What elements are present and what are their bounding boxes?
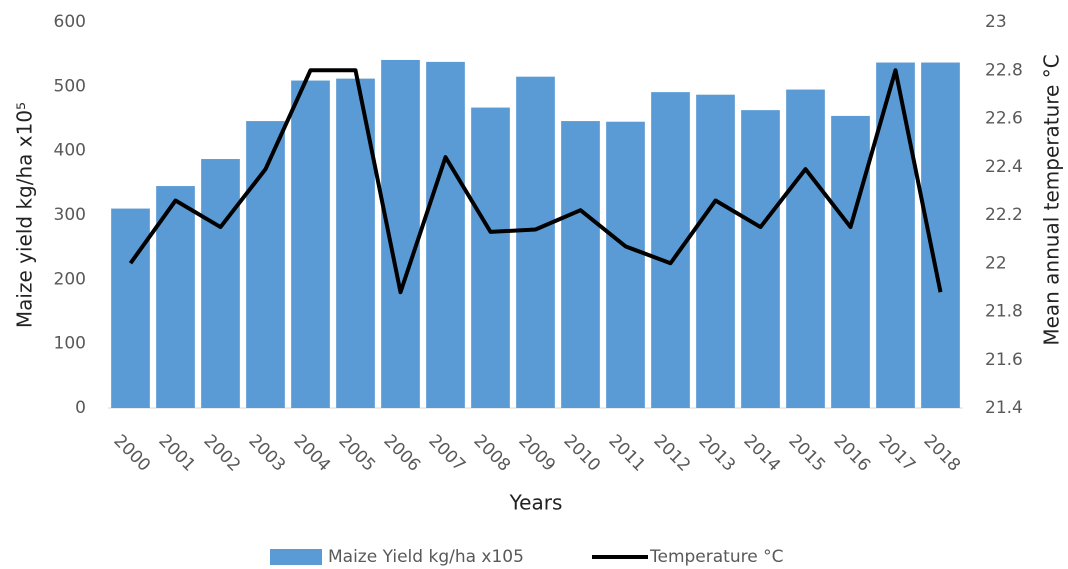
x-tick-label: 2017: [874, 431, 919, 476]
x-tick-label: 2008: [469, 431, 514, 476]
x-tick-label: 2001: [154, 431, 199, 476]
bar: [201, 159, 240, 408]
x-tick-label: 2014: [739, 431, 784, 476]
y-tick-label: 200: [54, 269, 86, 289]
x-tick-label: 2016: [829, 431, 874, 476]
bar: [156, 186, 195, 408]
x-tick-label: 2004: [289, 431, 334, 476]
legend-label: Maize Yield kg/ha x105: [328, 547, 524, 567]
bar: [741, 110, 780, 409]
legend-swatch: [270, 549, 322, 565]
y-axis-title: Maize yield kg/ha x10⁵: [13, 102, 37, 328]
x-tick-label: 2012: [649, 431, 694, 476]
y2-tick-label: 21.4: [985, 398, 1023, 418]
x-tick-label: 2015: [784, 431, 829, 476]
x-tick-label: 2018: [919, 431, 964, 476]
y2-tick-label: 22.6: [985, 109, 1023, 129]
y-tick-label: 600: [54, 12, 86, 32]
x-tick-label: 2000: [109, 431, 154, 476]
x-tick-label: 2006: [379, 431, 424, 476]
y2-tick-label: 22.4: [985, 157, 1023, 177]
x-tick-label: 2011: [604, 431, 649, 476]
y2-tick-label: 22: [985, 253, 1007, 273]
x-axis-title: Years: [509, 491, 563, 515]
bar: [426, 61, 465, 409]
line: [128, 68, 943, 295]
x-tick-label: 2005: [334, 431, 379, 476]
bar: [696, 94, 735, 409]
y-tick-label: 300: [54, 205, 86, 225]
y-tick-label: 500: [54, 76, 86, 96]
bar: [561, 121, 600, 408]
x-tick-label: 2009: [514, 431, 559, 476]
bar: [291, 80, 330, 408]
x-tick-label: 2007: [424, 431, 469, 476]
y2-tick-label: 21.8: [985, 302, 1023, 322]
x-tick-label: 2003: [244, 431, 289, 476]
bar: [786, 89, 825, 409]
bar: [606, 121, 645, 408]
bar: [111, 208, 150, 408]
bar: [651, 92, 690, 408]
y2-tick-label: 22.2: [985, 205, 1023, 225]
x-tick-label: 2013: [694, 431, 739, 476]
bar: [516, 76, 555, 408]
y-tick-label: 100: [54, 334, 86, 354]
y2-axis-title: Mean annual temperature °C: [1040, 54, 1064, 345]
bar: [246, 121, 285, 408]
y2-tick-label: 21.6: [985, 350, 1023, 370]
y2-tick-label: 23: [985, 12, 1007, 32]
y2-tick-label: 22.8: [985, 60, 1023, 80]
y-tick-label: 0: [75, 398, 86, 418]
x-tick-label: 2010: [559, 431, 604, 476]
legend-label: Temperature °C: [649, 547, 783, 567]
y-tick-label: 400: [54, 141, 86, 161]
x-tick-label: 2002: [199, 431, 244, 476]
bar: [471, 107, 510, 409]
bar: [831, 115, 870, 408]
